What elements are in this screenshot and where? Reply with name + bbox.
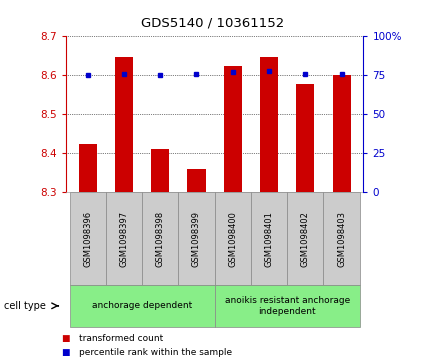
Bar xyxy=(332,75,351,192)
Text: percentile rank within the sample: percentile rank within the sample xyxy=(79,348,232,357)
Bar xyxy=(215,192,251,285)
Bar xyxy=(106,192,142,285)
Text: anoikis resistant anchorage
independent: anoikis resistant anchorage independent xyxy=(224,296,350,315)
Text: GSM1098403: GSM1098403 xyxy=(337,211,346,267)
Text: GDS5140 / 10361152: GDS5140 / 10361152 xyxy=(141,16,284,29)
Text: ■: ■ xyxy=(62,348,70,357)
Bar xyxy=(79,144,97,192)
Bar xyxy=(70,285,215,327)
Bar xyxy=(151,150,169,192)
Bar xyxy=(287,192,323,285)
Text: GSM1098397: GSM1098397 xyxy=(119,211,128,267)
Text: transformed count: transformed count xyxy=(79,334,163,343)
Text: anchorage dependent: anchorage dependent xyxy=(92,301,192,310)
Text: ■: ■ xyxy=(62,334,70,343)
Bar xyxy=(296,84,314,192)
Bar xyxy=(260,57,278,192)
Bar xyxy=(70,192,106,285)
Text: GSM1098402: GSM1098402 xyxy=(301,211,310,266)
Bar xyxy=(224,66,242,192)
Text: cell type: cell type xyxy=(4,301,46,311)
Text: GSM1098398: GSM1098398 xyxy=(156,211,165,267)
Bar xyxy=(178,192,215,285)
Bar xyxy=(142,192,178,285)
Bar xyxy=(187,169,206,192)
Bar xyxy=(323,192,360,285)
Text: GSM1098396: GSM1098396 xyxy=(83,211,92,267)
Text: GSM1098400: GSM1098400 xyxy=(228,211,237,266)
Text: GSM1098401: GSM1098401 xyxy=(264,211,274,266)
Bar xyxy=(251,192,287,285)
Bar xyxy=(115,57,133,192)
Bar xyxy=(215,285,360,327)
Text: GSM1098399: GSM1098399 xyxy=(192,211,201,267)
